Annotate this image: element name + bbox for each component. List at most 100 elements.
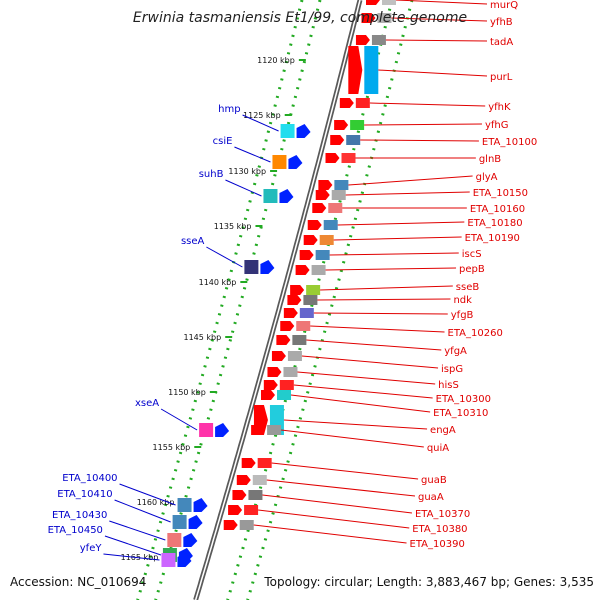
gene-label-right: pepB — [459, 264, 485, 275]
gene-box-left — [263, 189, 278, 203]
gene-leader-right — [271, 462, 419, 480]
gene-box-right — [248, 490, 263, 500]
gene-label-left: csiE — [213, 136, 233, 147]
gene-box-right — [292, 335, 307, 345]
gene-label-right: yfhK — [488, 102, 511, 113]
accession-text: Accession: NC_010694 — [10, 575, 147, 589]
gene-arrow-right — [251, 425, 266, 435]
gene-arrow-right — [223, 520, 238, 530]
gene-label-right: murQ — [490, 0, 518, 11]
gene-leader-right — [369, 102, 486, 107]
gene-label-right: ispG — [441, 364, 463, 375]
gene-box-right — [319, 235, 334, 245]
gene-label-right: ETA_10150 — [473, 188, 528, 199]
gene-box-right — [267, 425, 282, 435]
gene-arrow-left — [215, 423, 230, 437]
kbp-tick-label: 1155 kbp — [153, 443, 191, 452]
kbp-tick-label: 1150 kbp — [168, 388, 206, 397]
gene-arrow-right — [271, 351, 286, 361]
gene-leader-right — [283, 419, 428, 430]
gene-label-right: engA — [430, 425, 456, 436]
gene-arrow-left — [183, 533, 198, 547]
gene-arrow-left — [288, 155, 303, 169]
gene-arrow-left — [188, 515, 203, 529]
gene-leader-right — [395, 0, 488, 5]
gene-label-right: purL — [490, 72, 513, 83]
gene-arrow-right — [339, 98, 354, 108]
gene-label-right: ETA_10390 — [410, 539, 465, 550]
gene-label-left: ETA_10430 — [52, 510, 107, 521]
gene-leader-right — [297, 371, 436, 385]
gene-arrow-right — [295, 265, 310, 275]
gene-label-right: ndk — [453, 295, 472, 306]
gene-label-right: yfhG — [485, 120, 509, 131]
gene-label-left: suhB — [199, 169, 224, 180]
gene-box-left — [172, 515, 187, 529]
gene-leader-left — [234, 146, 271, 163]
gene-label-left: yfeY — [80, 543, 103, 554]
gene-label-right: ETA_10180 — [467, 218, 522, 229]
gene-arrow-right — [232, 490, 247, 500]
gene-arrow-right — [361, 13, 376, 23]
gene-leader-right — [333, 236, 462, 241]
gene-leader-right — [364, 123, 482, 126]
gene-leader-right — [258, 509, 410, 529]
gene-leader-right — [385, 39, 488, 42]
kbp-tick-label: 1140 kbp — [199, 278, 237, 287]
gene-box-right — [350, 120, 365, 130]
gene-leader-right — [293, 384, 433, 399]
gene-label-right: ETA_10370 — [415, 509, 470, 520]
gene-leader-left — [160, 408, 198, 431]
gene-label-right: hisS — [438, 380, 459, 391]
backbone-highlight — [194, 0, 361, 600]
gene-arrow-right — [334, 120, 349, 130]
gene-leader-left — [119, 483, 176, 506]
gene-box-right — [382, 0, 396, 5]
gene-leader-right — [345, 191, 470, 196]
gene-label-right: glyA — [476, 172, 498, 183]
kbp-tick-label: 1120 kbp — [257, 56, 295, 65]
gene-arrow-right — [287, 295, 302, 305]
gene-box-right — [239, 520, 254, 530]
gene-arrow-right — [280, 321, 295, 331]
gene-label-right: quiA — [427, 443, 449, 454]
gene-arrow-right — [263, 380, 278, 390]
gene-box-left — [167, 533, 182, 547]
gene-leader-right — [317, 298, 451, 301]
gene-label-right: yfhB — [490, 17, 513, 28]
gene-leader-right — [253, 524, 407, 544]
gene-arrow-right — [325, 153, 340, 163]
gene-label-right: guaB — [421, 475, 447, 486]
gene-box-right — [355, 98, 370, 108]
gene-leader-right — [310, 325, 445, 333]
gene-box-right — [364, 46, 379, 94]
gene-leader-right — [378, 69, 488, 77]
gene-arrow-right — [312, 203, 327, 213]
gene-box-right — [331, 190, 346, 200]
gene-arrow-right — [318, 180, 333, 190]
gene-leader-right — [329, 252, 459, 256]
gene-label-left: ETA_10400 — [62, 473, 117, 484]
kbp-tick-label: 1160 kbp — [137, 498, 175, 507]
gene-label-left: ETA_10450 — [48, 525, 103, 536]
gene-leader-right — [262, 494, 412, 514]
gene-leader-right — [313, 312, 448, 315]
gene-arrow-left — [260, 260, 275, 274]
gene-arrow-right — [348, 46, 363, 94]
gene-leader-right — [301, 355, 439, 369]
gene-label-right: ETA_10190 — [465, 233, 520, 244]
gene-arrow-right — [307, 220, 322, 230]
gene-box-left — [161, 553, 176, 567]
gene-arrow-right — [267, 367, 282, 377]
gene-box-right — [299, 308, 314, 318]
gene-arrow-left — [193, 498, 208, 512]
gene-arrow-right — [241, 458, 256, 468]
gene-label-right: ETA_10160 — [470, 204, 525, 215]
kbp-tick-label: 1135 kbp — [214, 222, 252, 231]
gene-arrow-left — [296, 124, 311, 138]
gene-box-right — [303, 295, 318, 305]
gene-arrow-left — [177, 553, 192, 567]
gene-leader-left — [225, 179, 262, 197]
gene-arrow-right — [290, 285, 305, 295]
gene-label-right: ETA_10380 — [412, 524, 467, 535]
